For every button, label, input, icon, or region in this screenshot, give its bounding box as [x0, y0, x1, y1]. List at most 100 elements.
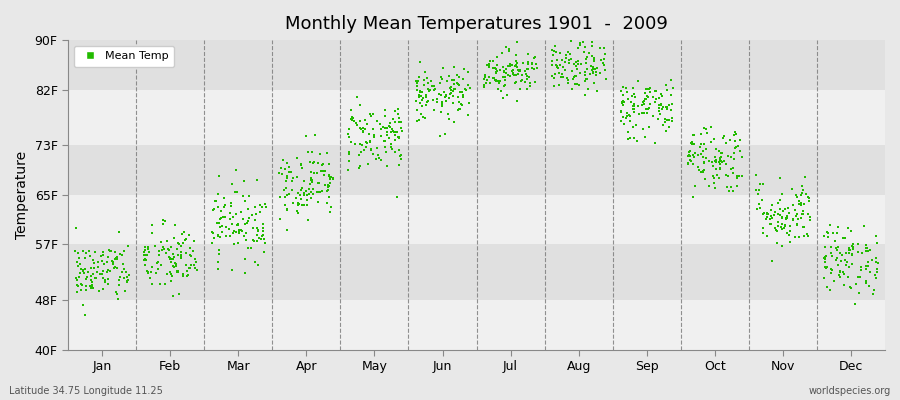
Point: [763, 215, 778, 222]
Point: [102, 247, 116, 254]
Point: [660, 104, 674, 110]
Point: [509, 58, 524, 64]
Point: [438, 94, 453, 100]
Point: [280, 205, 294, 212]
Point: [234, 227, 248, 233]
Point: [312, 150, 327, 157]
Point: [155, 246, 169, 253]
Point: [824, 221, 838, 228]
Point: [549, 62, 563, 68]
Point: [301, 217, 315, 224]
Point: [506, 70, 520, 76]
Point: [419, 92, 434, 98]
Point: [508, 52, 523, 59]
Point: [446, 93, 460, 99]
Point: [103, 248, 117, 254]
Point: [798, 173, 813, 180]
Point: [157, 246, 171, 252]
Point: [835, 269, 850, 275]
Point: [120, 278, 134, 284]
Point: [521, 66, 535, 73]
Point: [255, 233, 269, 240]
Point: [842, 284, 857, 290]
Point: [628, 122, 643, 129]
Point: [166, 250, 180, 257]
Point: [480, 77, 494, 83]
Point: [356, 125, 371, 131]
Point: [561, 49, 575, 55]
Point: [321, 182, 336, 188]
Point: [176, 240, 190, 246]
Point: [510, 71, 525, 77]
Point: [817, 253, 832, 260]
Point: [500, 72, 515, 78]
Point: [452, 99, 466, 105]
Point: [438, 98, 453, 104]
Point: [509, 39, 524, 46]
Point: [224, 200, 238, 206]
Point: [257, 239, 272, 246]
Point: [388, 136, 402, 143]
Point: [619, 88, 634, 95]
Point: [280, 192, 294, 198]
Point: [756, 230, 770, 236]
Point: [690, 152, 705, 158]
Point: [794, 200, 808, 206]
Point: [553, 62, 567, 68]
Point: [627, 106, 642, 112]
Point: [696, 148, 710, 155]
Point: [433, 132, 447, 139]
Point: [790, 194, 805, 200]
Point: [312, 189, 327, 195]
Point: [326, 175, 340, 181]
Point: [587, 56, 601, 63]
Point: [567, 81, 581, 87]
Point: [212, 247, 226, 253]
Point: [498, 82, 512, 88]
Point: [446, 100, 460, 106]
Y-axis label: Temperature: Temperature: [15, 151, 29, 239]
Point: [454, 101, 469, 107]
Point: [565, 86, 580, 92]
Point: [184, 262, 199, 268]
Point: [621, 129, 635, 136]
Point: [796, 201, 811, 207]
Point: [444, 90, 458, 96]
Point: [394, 152, 409, 158]
Point: [631, 78, 645, 84]
Point: [256, 232, 270, 238]
Point: [91, 259, 105, 265]
Point: [145, 264, 159, 270]
Point: [297, 177, 311, 184]
Point: [184, 252, 198, 259]
Point: [789, 221, 804, 228]
Point: [443, 91, 457, 97]
Point: [442, 116, 456, 122]
Point: [320, 187, 335, 193]
Point: [215, 222, 230, 229]
Point: [77, 312, 92, 318]
Point: [450, 72, 464, 78]
Point: [172, 241, 186, 247]
Point: [839, 250, 853, 256]
Point: [285, 174, 300, 181]
Point: [412, 58, 427, 65]
Point: [452, 82, 466, 89]
Point: [719, 161, 733, 168]
Point: [446, 63, 461, 70]
Point: [770, 210, 785, 217]
Point: [238, 270, 252, 276]
Point: [839, 262, 853, 268]
Point: [795, 211, 809, 217]
Point: [120, 274, 134, 280]
Point: [513, 67, 527, 74]
Point: [232, 230, 247, 236]
Point: [293, 195, 308, 202]
Point: [376, 124, 391, 130]
Point: [681, 160, 696, 166]
Point: [238, 198, 253, 204]
Point: [630, 138, 644, 144]
Point: [571, 80, 585, 87]
Point: [505, 62, 519, 68]
Point: [212, 234, 227, 240]
